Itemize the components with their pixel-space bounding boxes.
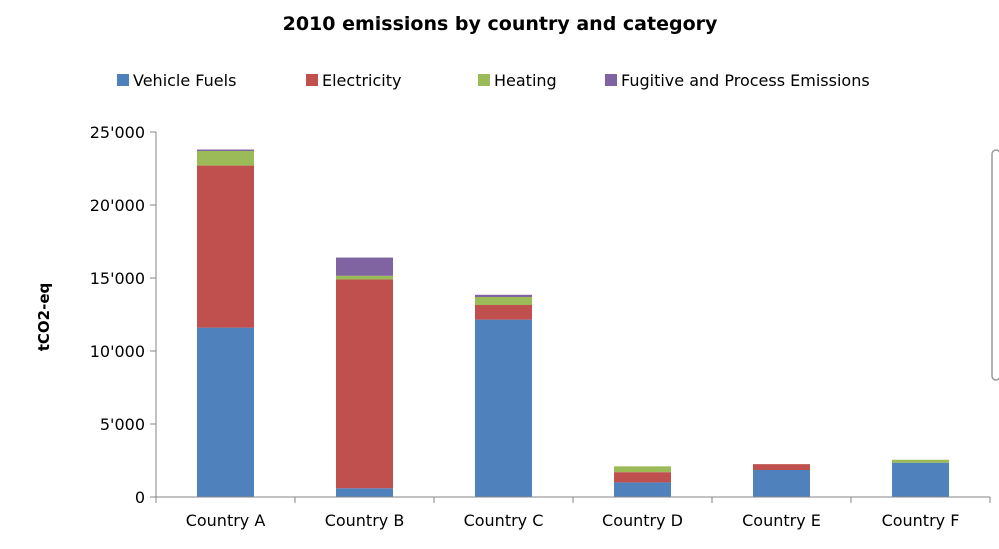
x-tick-label: Country B <box>325 511 405 530</box>
bar-segment <box>197 149 254 151</box>
bars <box>197 149 949 497</box>
y-axis-ticks: 0 5'000 10'000 15'000 20'000 25'000 <box>90 123 156 507</box>
y-axis-label: tCO2-eq <box>35 283 53 352</box>
bar-segment <box>614 482 671 497</box>
x-tick-label: Country E <box>742 511 821 530</box>
bar-segment <box>892 462 949 497</box>
bar-segment <box>336 257 393 276</box>
y-tick-label: 20'000 <box>90 196 145 215</box>
legend: Vehicle Fuels Electricity Heating Fugitive … <box>117 71 870 90</box>
chart-title: 2010 emissions by country and category <box>283 13 718 35</box>
bar-segment <box>336 275 393 280</box>
y-tick-label: 10'000 <box>90 342 145 361</box>
bar-segment <box>197 150 254 166</box>
bar-segment <box>475 319 532 497</box>
y-tick-label: 5'000 <box>100 415 145 434</box>
bar-segment <box>753 469 810 497</box>
bar-segment <box>753 464 810 470</box>
legend-swatch <box>117 74 129 86</box>
legend-swatch <box>605 74 617 86</box>
x-tick-label: Country D <box>602 511 683 530</box>
bar-segment <box>475 305 532 320</box>
x-axis-ticks: Country A Country B Country C Country D Coun… <box>155 497 991 530</box>
bar-segment <box>336 488 393 497</box>
bar-segment <box>892 459 949 463</box>
legend-label: Vehicle Fuels <box>133 71 236 90</box>
legend-swatch <box>306 74 318 86</box>
x-tick-label: Country C <box>464 511 544 530</box>
bar-segment <box>475 294 532 297</box>
bar-segment <box>614 472 671 483</box>
plot-area-edge <box>991 149 999 381</box>
legend-label: Fugitive and Process Emissions <box>621 71 870 90</box>
x-tick-label: Country F <box>882 511 960 530</box>
bar-segment <box>336 279 393 489</box>
y-tick-label: 15'000 <box>90 269 145 288</box>
legend-label: Electricity <box>322 71 401 90</box>
bar-segment <box>475 296 532 306</box>
bar-segment <box>614 466 671 473</box>
y-tick-label: 0 <box>135 488 145 507</box>
x-tick-label: Country A <box>186 511 266 530</box>
bar-segment <box>197 165 254 328</box>
y-tick-label: 25'000 <box>90 123 145 142</box>
legend-label: Heating <box>494 71 557 90</box>
legend-swatch <box>478 74 490 86</box>
bar-segment <box>197 327 254 497</box>
